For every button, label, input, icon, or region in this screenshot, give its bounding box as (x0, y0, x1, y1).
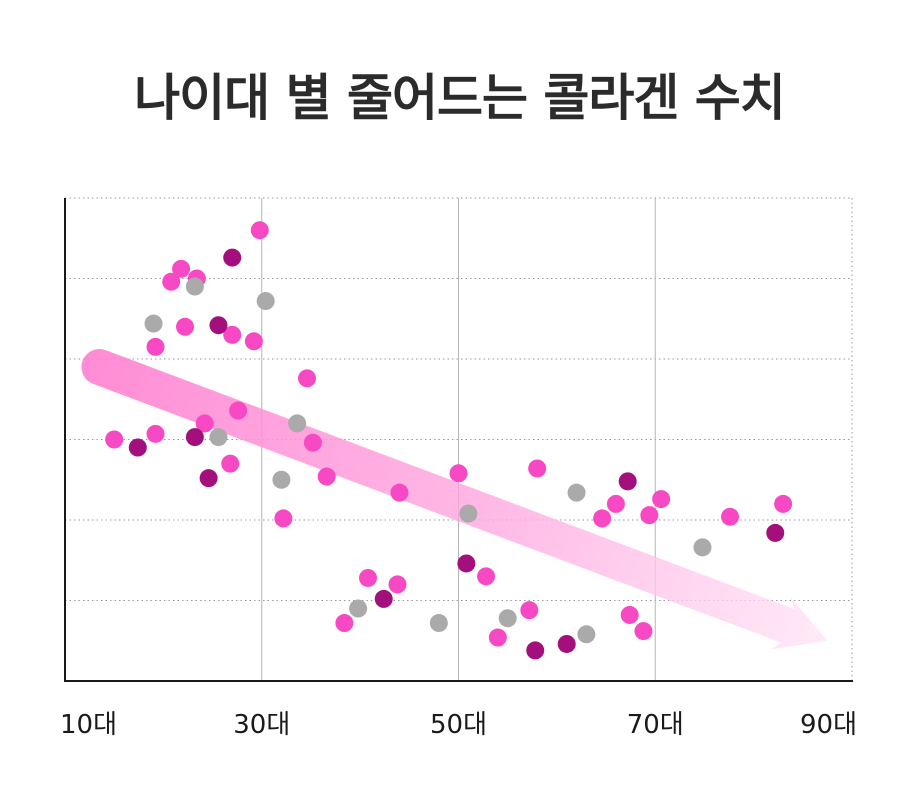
data-point-gray (429, 614, 448, 633)
data-point-pink (721, 507, 740, 526)
chart-title: 나이대 별 줄어드는 콜라겐 수치 (134, 69, 786, 127)
data-point-pink (488, 628, 507, 647)
data-point-gray (459, 504, 478, 523)
data-point-pink (223, 325, 242, 344)
data-point-pink (449, 464, 468, 483)
data-point-pink (640, 506, 659, 525)
data-point-pink (477, 567, 496, 586)
x-tick-label: 70대 (627, 710, 684, 740)
data-point-pink (606, 494, 625, 513)
x-tick-label: 90대 (800, 710, 857, 740)
data-point-pink (195, 414, 214, 433)
data-point-pink (390, 483, 409, 502)
data-point-magenta (618, 472, 637, 491)
data-point-gray (209, 428, 228, 447)
data-point-pink (593, 509, 612, 528)
data-point-pink (221, 454, 240, 473)
data-point-pink (335, 614, 354, 633)
data-point-pink (620, 605, 639, 624)
data-point-gray (144, 314, 163, 333)
data-point-pink (229, 401, 248, 420)
data-point-pink (172, 259, 191, 278)
data-point-pink (774, 494, 793, 513)
data-point-pink (634, 622, 653, 641)
data-point-gray (693, 538, 712, 557)
data-point-pink (388, 575, 407, 594)
data-point-pink (298, 369, 317, 388)
data-point-gray (256, 292, 275, 311)
data-point-magenta (557, 634, 576, 653)
data-point-pink (105, 430, 124, 449)
data-point-gray (272, 470, 291, 489)
data-point-magenta (209, 316, 228, 335)
data-point-magenta (223, 248, 242, 267)
x-tick-label: 50대 (430, 710, 487, 740)
data-point-gray (185, 277, 204, 296)
data-point-gray (349, 599, 368, 618)
data-point-pink (162, 272, 181, 291)
data-point-gray (577, 625, 596, 644)
data-point-magenta (374, 589, 393, 608)
data-point-pink (520, 601, 539, 620)
data-point-magenta (128, 438, 147, 457)
data-point-pink (176, 317, 195, 336)
trend-arrow-shape (81, 349, 828, 650)
trend-arrow (81, 349, 828, 650)
data-point-pink (250, 221, 269, 240)
x-tick-label: 10대 (60, 710, 117, 740)
data-point-pink (146, 337, 165, 356)
axes (64, 198, 853, 682)
data-point-gray (498, 609, 517, 628)
data-point-pink (317, 467, 336, 486)
data-point-magenta (457, 554, 476, 573)
x-tick-label: 30대 (233, 710, 290, 740)
data-point-pink (274, 509, 293, 528)
data-point-pink (244, 332, 263, 351)
data-point-gray (567, 483, 586, 502)
data-point-gray (288, 414, 307, 433)
x-tick-labels: 10대 30대 50대 70대 90대 (60, 710, 857, 740)
data-point-pink (528, 459, 547, 478)
data-point-magenta (199, 469, 218, 488)
data-point-pink (358, 568, 377, 587)
data-point-pink (303, 433, 322, 452)
data-point-pink (146, 424, 165, 443)
data-point-magenta (766, 523, 785, 542)
data-point-magenta (526, 641, 545, 660)
data-points (105, 221, 793, 660)
data-point-magenta (185, 428, 204, 447)
data-point-pink (652, 490, 671, 509)
